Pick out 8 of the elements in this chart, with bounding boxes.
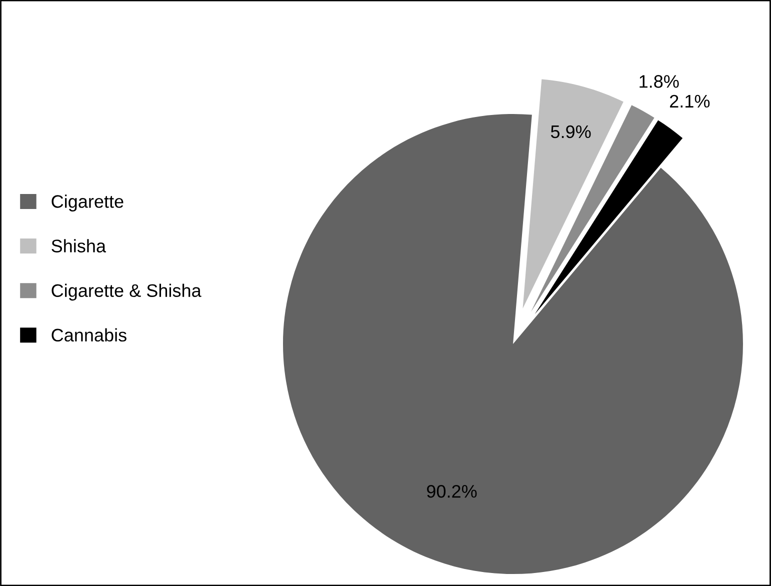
legend-label: Cigarette [52, 194, 124, 212]
data-label: 90.2% [427, 484, 477, 498]
data-label: 2.1% [670, 94, 710, 108]
legend-label: Cigarette & Shisha [52, 284, 202, 301]
legend-label: Shisha [52, 239, 106, 252]
data-label: 5.9% [550, 125, 591, 138]
data-label: 1.8% [640, 75, 679, 88]
legend-label: Cannabis [52, 328, 126, 342]
